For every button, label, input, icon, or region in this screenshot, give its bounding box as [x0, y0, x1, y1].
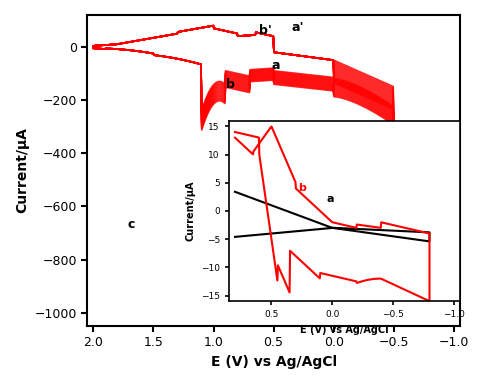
Text: b: b — [226, 78, 234, 91]
Y-axis label: Current/μA: Current/μA — [15, 127, 29, 214]
Text: c: c — [127, 218, 135, 231]
Text: b': b' — [259, 24, 272, 37]
Text: a: a — [271, 60, 280, 73]
Text: a': a' — [292, 21, 304, 34]
X-axis label: E (V) vs Ag/AgCl: E (V) vs Ag/AgCl — [211, 355, 337, 369]
